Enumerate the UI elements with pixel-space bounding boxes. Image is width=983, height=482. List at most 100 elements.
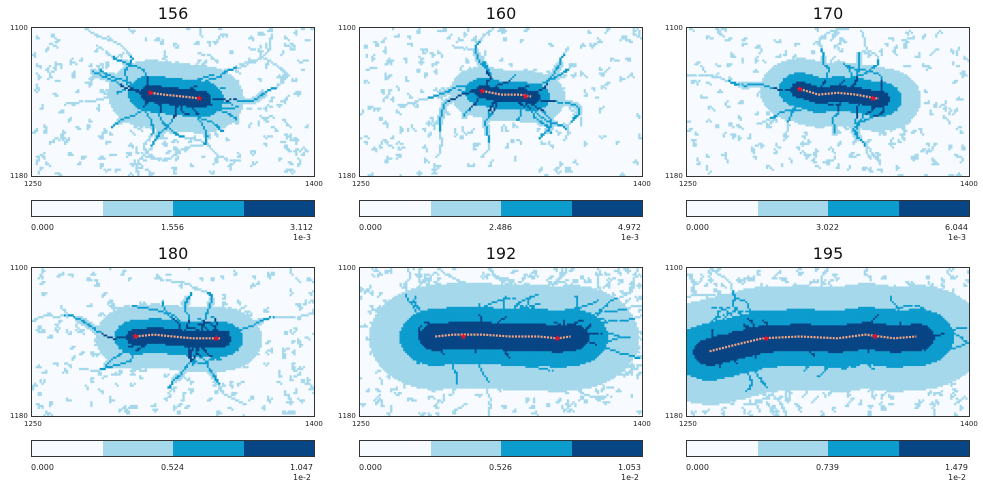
heatmap-cell (491, 81, 494, 84)
heatmap-cell (236, 90, 240, 94)
heatmap-cell (225, 92, 228, 95)
heatmap-cell (161, 105, 164, 108)
heatmap-cell (405, 77, 408, 81)
heatmap-cell (144, 70, 148, 73)
heatmap-cell (563, 87, 566, 90)
heatmap-cell (112, 79, 116, 83)
heatmap-cell (157, 105, 161, 108)
heatmap-cell (67, 137, 70, 140)
heatmap-cell (465, 85, 468, 88)
heatmap-cell (529, 81, 532, 84)
heatmap-cell (221, 85, 225, 88)
heatmap-cell (133, 76, 136, 79)
heatmap-cell (295, 92, 298, 95)
heatmap-cell (142, 74, 146, 77)
heatmap-cell (227, 68, 230, 71)
heatmap-cell (465, 89, 468, 92)
heatmap-cell (148, 102, 151, 105)
heatmap-cell (122, 109, 125, 112)
heatmap-cell (176, 151, 180, 155)
heatmap-cell (238, 109, 242, 112)
heatmap-cell (195, 87, 198, 90)
heatmap-cell (157, 111, 161, 114)
heatmap-cell (574, 65, 577, 68)
heatmap-cell (231, 102, 234, 105)
heatmap-cell (621, 35, 624, 38)
heatmap-cell (114, 103, 117, 107)
heatmap-cell (178, 124, 181, 127)
heatmap-cell (461, 90, 464, 94)
heatmap-cell (189, 102, 193, 105)
heatmap-cell (480, 77, 483, 81)
heatmap-cell (502, 37, 506, 40)
heatmap-cell (257, 124, 260, 127)
heatmap-cell (90, 68, 93, 71)
heatmap-cell (129, 116, 133, 120)
heatmap-cell (191, 129, 195, 132)
heatmap-cell (169, 61, 172, 64)
heatmap-cell (206, 135, 210, 138)
heatmap-cell (293, 44, 296, 47)
heatmap-cell (463, 94, 466, 97)
heatmap-cell (470, 92, 474, 95)
heatmap-cell (467, 28, 470, 31)
heatmap-cell (236, 105, 240, 108)
heatmap-cell (223, 33, 227, 36)
heatmap-cell (133, 81, 136, 84)
heatmap-cell (156, 137, 159, 140)
heatmap-cell (180, 111, 183, 114)
heatmap-cell (493, 77, 496, 81)
heatmap-cell (197, 100, 200, 103)
heatmap-cell (440, 90, 444, 94)
heatmap-cell (126, 76, 129, 79)
heatmap-cell (159, 68, 163, 71)
heatmap-cell (173, 166, 176, 169)
heatmap-cell (169, 66, 172, 70)
heatmap-cell (536, 92, 539, 95)
heatmap-cell (137, 66, 140, 70)
heatmap-cell (193, 137, 196, 140)
heatmap-cell (489, 66, 492, 70)
heatmap-cell (122, 52, 125, 55)
heatmap-cell (265, 118, 268, 121)
heatmap-cell (470, 77, 474, 81)
heatmap-cell (208, 42, 211, 46)
heatmap-cell (189, 126, 193, 129)
heatmap-cell (165, 113, 168, 116)
heatmap-cell (165, 151, 168, 155)
heatmap-cell (581, 42, 585, 46)
heatmap-cell (561, 76, 564, 79)
heatmap-cell (455, 83, 459, 86)
heatmap-cell (163, 142, 166, 145)
heatmap-cell (457, 87, 461, 90)
heatmap-cell (478, 61, 481, 64)
heatmap-cell (472, 94, 476, 97)
heatmap-cell (197, 103, 200, 107)
heatmap-cell (267, 63, 270, 66)
heatmap-cell (191, 107, 195, 110)
heatmap-cell (182, 114, 185, 118)
heatmap-cell (146, 155, 149, 158)
heatmap-cell (154, 124, 157, 127)
heatmap-cell (619, 77, 622, 81)
heatmap-cell (174, 111, 178, 114)
heatmap-cell (142, 87, 146, 90)
heatmap-cell (60, 111, 63, 114)
heatmap-cell (165, 61, 168, 64)
heatmap-cell (94, 76, 97, 79)
heatmap-cell (499, 28, 502, 31)
heatmap-cell (174, 124, 178, 127)
heatmap-cell (208, 116, 211, 120)
heatmap-cell (141, 94, 144, 97)
heatmap-cell (208, 40, 211, 44)
heatmap-cell (99, 68, 102, 71)
heatmap-cell (542, 81, 545, 84)
heatmap-cell (510, 98, 513, 101)
heatmap-cell (137, 151, 140, 155)
heatmap-cell (235, 65, 238, 68)
heatmap-cell (156, 89, 159, 92)
heatmap-cell (126, 116, 129, 120)
heatmap-cell (519, 76, 523, 79)
heatmap-cell (127, 92, 131, 95)
heatmap-cell (169, 87, 172, 90)
